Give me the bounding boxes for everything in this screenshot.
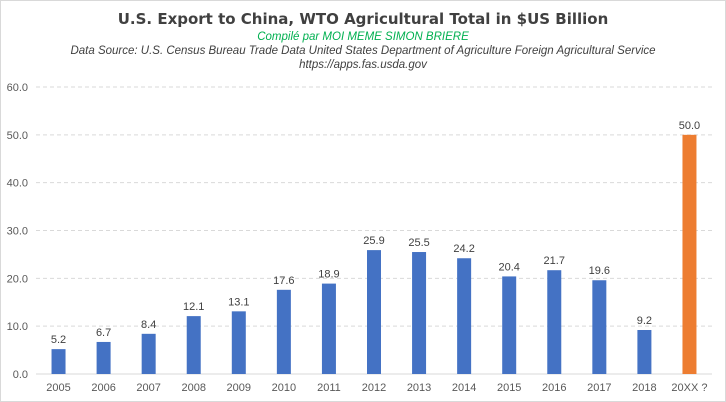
bar-2015 (502, 276, 517, 374)
x-tick-label: 20XX ? (671, 382, 707, 394)
y-tick-label: 10.0 (7, 321, 28, 333)
x-tick-label: 2008 (181, 382, 205, 394)
data-label: 13.1 (228, 296, 249, 308)
data-label: 25.9 (363, 235, 384, 247)
data-label: 21.7 (544, 255, 565, 267)
bar-2013 (412, 252, 427, 374)
data-label: 9.2 (637, 315, 652, 327)
chart-data-source: Data Source: U.S. Census Bureau Trade Da… (70, 45, 656, 57)
bar-2007 (141, 333, 156, 374)
x-tick-label: 2017 (587, 382, 611, 394)
bar-2006 (96, 341, 111, 374)
x-tick-label: 2006 (91, 382, 115, 394)
bar-2012 (367, 250, 381, 374)
bar-2005 (51, 349, 66, 374)
bar-2017 (592, 280, 607, 374)
data-label: 18.9 (318, 269, 339, 281)
bar-2018 (637, 329, 652, 374)
bar-2008 (186, 316, 201, 374)
data-label: 17.6 (273, 275, 294, 287)
x-tick-label: 2011 (317, 382, 341, 394)
x-tick-label: 2007 (136, 382, 160, 394)
x-tick-label: 2015 (497, 382, 521, 394)
x-tick-label: 2013 (407, 382, 431, 394)
x-tick-label: 2005 (46, 382, 70, 394)
data-label: 6.7 (96, 327, 111, 339)
data-label: 12.1 (183, 301, 204, 313)
y-tick-label: 50.0 (7, 130, 28, 142)
data-label: 19.6 (589, 265, 610, 277)
bar-20XX (682, 134, 697, 374)
y-tick-label: 20.0 (7, 273, 28, 285)
y-tick-label: 40.0 (7, 178, 28, 190)
y-tick-label: 30.0 (7, 226, 28, 238)
bar-2014 (457, 258, 472, 374)
x-tick-label: 2018 (632, 382, 656, 394)
data-label: 25.5 (408, 237, 429, 249)
x-tick-label: 2012 (362, 382, 386, 394)
bar-2016 (547, 270, 562, 374)
x-tick-label: 2016 (542, 382, 566, 394)
chart-credit: Compilé par MOI MEME SIMON BRIERE (257, 31, 469, 43)
bar-2010 (276, 289, 291, 374)
y-tick-label: 0.0 (13, 369, 28, 381)
data-label: 24.2 (453, 243, 474, 255)
data-label: 50.0 (679, 120, 700, 132)
data-label: 20.4 (498, 261, 519, 273)
x-tick-label: 2014 (452, 382, 476, 394)
bar-2009 (231, 311, 246, 374)
chart-title: U.S. Export to China, WTO Agricultural T… (117, 10, 609, 28)
y-tick-label: 60.0 (7, 82, 28, 94)
data-label: 8.4 (141, 319, 156, 331)
bar-2011 (321, 283, 336, 374)
data-label: 5.2 (51, 334, 66, 346)
x-tick-label: 2009 (227, 382, 251, 394)
chart-source-url: https://apps.fas.usda.gov (299, 59, 427, 71)
x-tick-label: 2010 (272, 382, 296, 394)
